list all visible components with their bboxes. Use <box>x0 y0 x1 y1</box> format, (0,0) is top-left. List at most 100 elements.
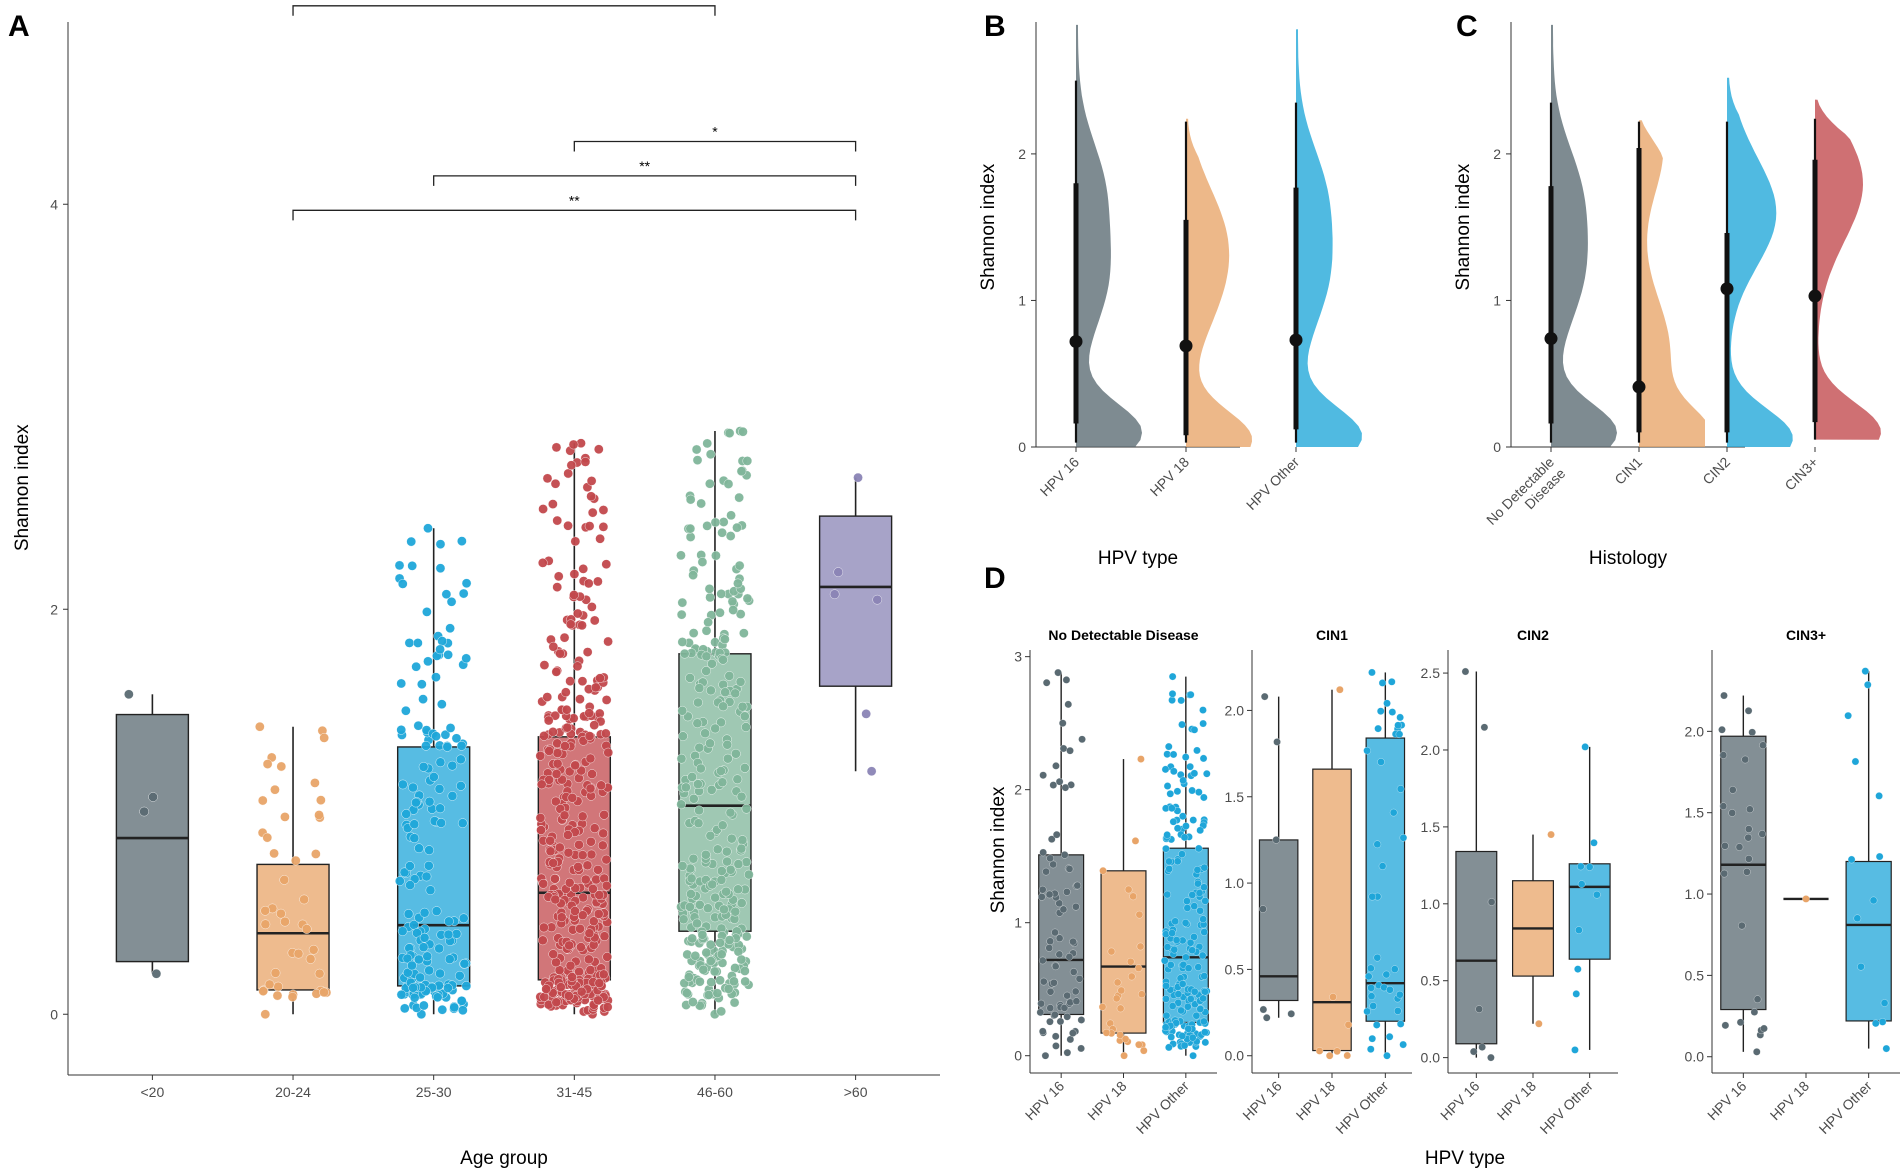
x-tick-label: HPV 18 <box>1293 1078 1339 1124</box>
data-point <box>1190 726 1199 734</box>
x-tick-label: CIN3+ <box>1781 454 1821 494</box>
data-point <box>1116 1031 1124 1039</box>
data-point <box>552 758 563 769</box>
data-point <box>1120 1051 1128 1060</box>
data-point <box>718 654 728 665</box>
data-point <box>735 609 746 619</box>
data-point <box>559 632 570 643</box>
data-point <box>593 995 603 1006</box>
data-point <box>1099 866 1107 875</box>
data-point <box>1069 1029 1077 1037</box>
data-point <box>1184 1002 1192 1011</box>
y-tick-label: 0 <box>1014 1048 1022 1064</box>
data-point <box>702 521 712 531</box>
data-point <box>564 940 574 951</box>
data-point <box>1183 904 1192 912</box>
data-point <box>1200 1017 1208 1026</box>
data-point <box>1753 1048 1761 1056</box>
data-point <box>1194 963 1202 971</box>
data-point <box>720 634 730 645</box>
data-point <box>1126 957 1135 966</box>
data-point <box>1168 804 1176 812</box>
data-point <box>541 984 551 994</box>
data-point <box>431 731 441 741</box>
data-point <box>124 689 134 700</box>
data-point <box>1469 1047 1478 1056</box>
data-point <box>586 491 596 502</box>
data-point <box>744 869 754 880</box>
y-tick-label: 3 <box>1014 649 1022 665</box>
data-point <box>287 992 298 1002</box>
y-tick-label: 2.0 <box>1685 723 1705 739</box>
x-tick-label: 31-45 <box>556 1084 592 1100</box>
data-point <box>1857 962 1865 971</box>
data-point <box>685 532 696 542</box>
data-point <box>1049 860 1057 869</box>
data-point <box>716 875 727 885</box>
data-point <box>563 520 573 531</box>
data-point <box>1199 719 1207 728</box>
data-point <box>705 478 715 489</box>
data-point <box>461 578 472 589</box>
data-point <box>551 796 561 807</box>
data-point <box>692 455 703 465</box>
data-point <box>1131 837 1140 845</box>
data-point <box>269 848 279 859</box>
data-point <box>443 983 453 993</box>
data-point <box>1049 781 1058 789</box>
data-point <box>1059 744 1068 753</box>
data-point <box>1199 915 1207 923</box>
data-point <box>1102 1029 1111 1037</box>
data-point <box>1170 945 1179 954</box>
data-point <box>706 977 716 988</box>
box-20-24: 20-24 <box>255 721 332 1100</box>
data-point <box>1161 765 1170 774</box>
data-point <box>1195 844 1203 853</box>
data-point <box>691 444 702 455</box>
data-point <box>437 699 447 709</box>
data-point <box>715 938 725 948</box>
data-point <box>1052 1042 1060 1050</box>
data-point <box>1127 972 1136 981</box>
data-point <box>677 597 688 608</box>
data-point <box>678 731 688 742</box>
data-point <box>1343 1051 1352 1060</box>
data-point <box>1760 1024 1768 1033</box>
x-tick-label: HPV Other <box>1537 1078 1596 1137</box>
data-point <box>676 550 686 561</box>
data-point <box>740 976 751 987</box>
data-point <box>577 850 588 860</box>
data-point <box>270 968 281 978</box>
data-point <box>1382 970 1391 979</box>
data-point <box>588 916 599 927</box>
data-point <box>1135 1040 1143 1049</box>
data-point <box>444 916 454 927</box>
data-point <box>1395 730 1404 738</box>
data-point <box>1875 852 1884 861</box>
data-point <box>447 791 458 801</box>
data-point <box>139 806 149 817</box>
data-point <box>434 943 444 954</box>
data-point <box>566 460 577 471</box>
data-point <box>701 849 711 860</box>
x-tick-label: HPV Other <box>1243 454 1302 513</box>
data-point <box>1378 679 1387 687</box>
data-point <box>1055 950 1064 959</box>
data-point <box>603 636 613 647</box>
data-point <box>1718 725 1726 734</box>
data-point <box>310 778 320 788</box>
data-point <box>411 661 421 672</box>
significance-bracket: * <box>573 123 857 152</box>
data-point <box>1173 787 1182 796</box>
data-point <box>602 1002 613 1012</box>
box <box>1455 850 1498 1045</box>
data-point <box>1367 964 1375 973</box>
data-point <box>1745 855 1753 863</box>
data-point <box>1054 668 1062 677</box>
data-point <box>1050 979 1058 987</box>
violin-shape <box>1639 120 1705 448</box>
data-point <box>1165 865 1173 873</box>
violin-hpv-18: HPV 18 <box>1147 118 1252 499</box>
data-point <box>1179 812 1187 821</box>
data-point <box>576 986 587 997</box>
